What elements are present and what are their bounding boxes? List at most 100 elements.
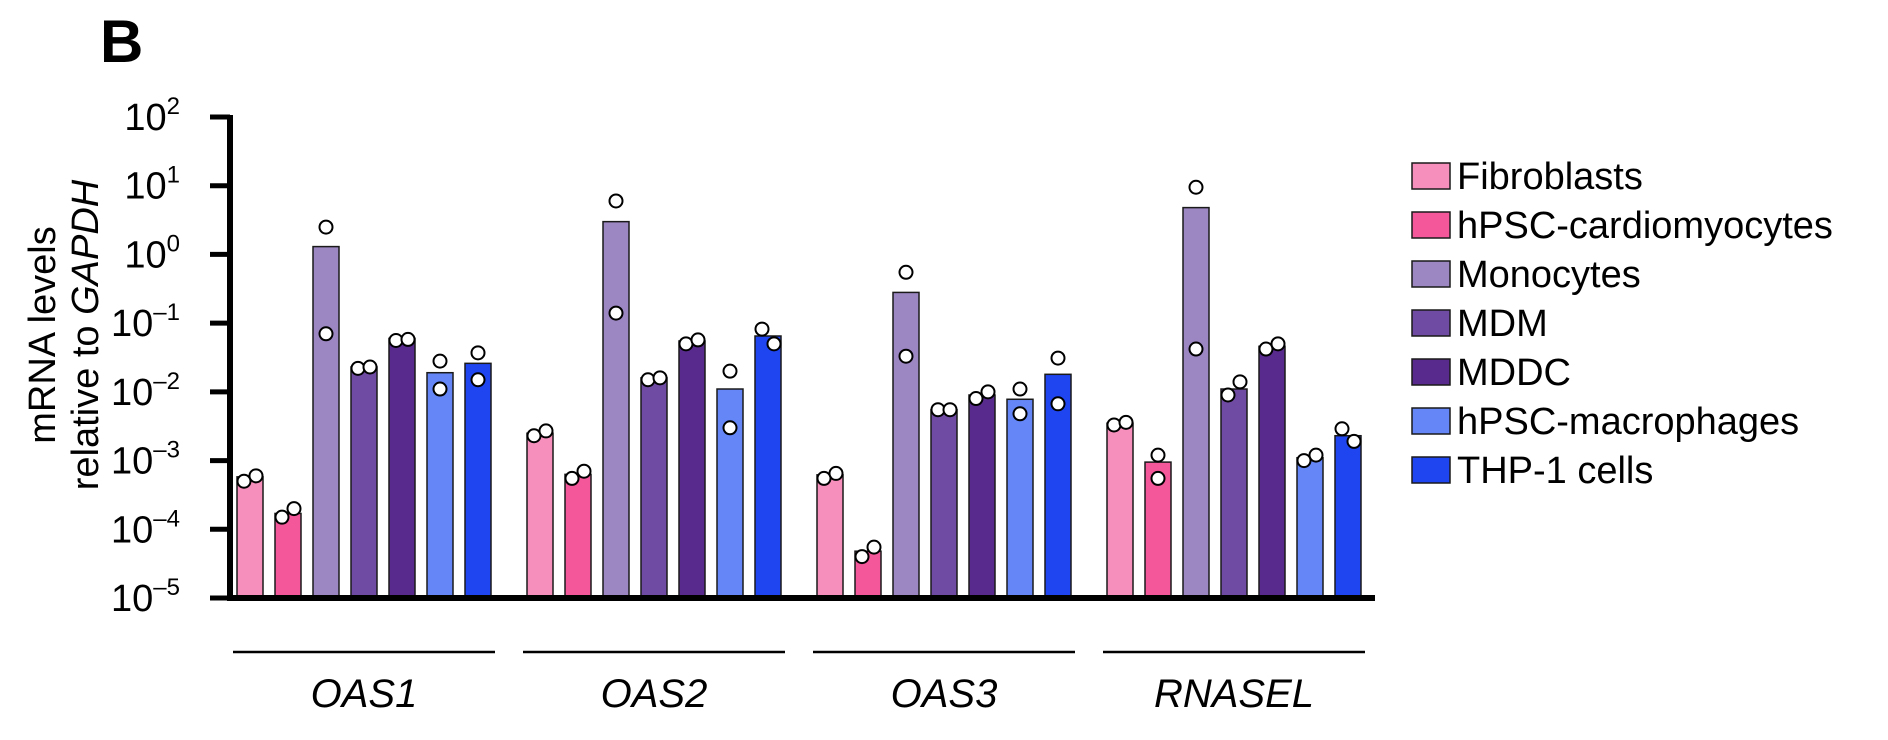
data-point	[652, 370, 668, 386]
y-tick-exponent: –1	[153, 299, 180, 326]
bar-OAS3-MDM	[930, 408, 958, 599]
data-point	[766, 336, 782, 352]
bar-OAS1-Fibroblasts	[236, 476, 264, 599]
data-point	[1220, 387, 1236, 403]
axes	[227, 115, 1375, 601]
gene-label-OAS2: OAS2	[601, 672, 708, 716]
data-point	[538, 423, 554, 439]
y-tick-label: 10–1	[111, 299, 180, 345]
bar-OAS2-MDM	[640, 377, 668, 599]
tick-marks	[210, 114, 230, 601]
legend-swatch	[1411, 456, 1451, 484]
legend-label: MDM	[1457, 303, 1548, 345]
bar-OAS3-Monocytes	[892, 291, 920, 599]
bar-OAS2-THP-1 cells	[754, 335, 782, 599]
y-tick-base: 10	[111, 303, 153, 345]
bar-OAS1-MDM	[350, 366, 378, 599]
legend-label: hPSC-macrophages	[1457, 401, 1799, 443]
gene-label-OAS1: OAS1	[311, 672, 418, 716]
data-point	[898, 264, 914, 280]
data-point	[470, 372, 486, 388]
bar-OAS3-THP-1 cells	[1044, 373, 1072, 599]
y-tick-label: 10–3	[111, 437, 180, 483]
legend-swatch	[1411, 309, 1451, 337]
data-point	[980, 384, 996, 400]
data-point	[432, 381, 448, 397]
bar-OAS3-Fibroblasts	[816, 474, 844, 599]
data-point	[1232, 374, 1248, 390]
data-point	[274, 509, 290, 525]
data-point	[248, 468, 264, 484]
y-tick-label: 10–4	[111, 505, 180, 551]
data-point	[1150, 447, 1166, 463]
y-tick-exponent: 1	[167, 162, 180, 189]
y-tick-label: 101	[124, 162, 180, 208]
data-point	[1188, 341, 1204, 357]
bar-OAS3-MDDC	[968, 394, 996, 599]
data-point	[754, 321, 770, 337]
data-point	[1012, 381, 1028, 397]
data-point	[1188, 179, 1204, 195]
data-point	[1050, 396, 1066, 412]
bar-OAS1-Monocytes	[312, 245, 340, 599]
y-tick-exponent: –2	[153, 368, 180, 395]
y-tick-label: 10–2	[111, 368, 180, 414]
y-tick-exponent: –5	[153, 574, 180, 601]
y-tick-base: 10	[124, 97, 166, 139]
data-point	[1258, 341, 1274, 357]
y-tick-exponent: –4	[153, 505, 180, 532]
bar-OAS1-hPSC-macrophages	[426, 371, 454, 599]
data-point	[1296, 453, 1312, 469]
bars	[236, 206, 1362, 599]
data-point	[400, 331, 416, 347]
data-point	[608, 305, 624, 321]
data-point	[866, 539, 882, 555]
legend-swatch	[1411, 358, 1451, 386]
data-point	[854, 549, 870, 565]
data-point	[968, 391, 984, 407]
bar-RNASEL-Monocytes	[1182, 206, 1210, 599]
bar-OAS2-hPSC-cardiomyocytes	[564, 473, 592, 599]
y-tick-exponent: 0	[167, 230, 180, 257]
bar-OAS1-THP-1 cells	[464, 362, 492, 599]
data-points	[236, 179, 1362, 565]
data-point	[1308, 447, 1324, 463]
panel-label: B	[100, 8, 143, 75]
data-point	[236, 473, 252, 489]
data-point	[362, 359, 378, 375]
gene-label-RNASEL: RNASEL	[1154, 672, 1314, 716]
legend-label: Fibroblasts	[1457, 156, 1643, 198]
bar-OAS2-Fibroblasts	[526, 432, 554, 599]
legend-label: THP-1 cells	[1457, 450, 1653, 492]
bar-RNASEL-Fibroblasts	[1106, 422, 1134, 599]
data-point	[1012, 406, 1028, 422]
y-tick-base: 10	[111, 441, 153, 483]
data-point	[1050, 350, 1066, 366]
y-tick-label: 10–5	[111, 574, 180, 620]
bar-OAS1-hPSC-cardiomyocytes	[274, 512, 302, 599]
data-point	[942, 402, 958, 418]
legend: Fibroblasts hPSC-cardiomyocytes Monocytes M…	[1411, 156, 1833, 492]
legend-swatch	[1411, 162, 1451, 190]
y-tick-base: 10	[124, 166, 166, 208]
y-tick-base: 10	[111, 509, 153, 551]
data-point	[350, 360, 366, 376]
y-tick-base: 10	[111, 372, 153, 414]
data-point	[1346, 433, 1362, 449]
y-tick-base: 10	[124, 234, 166, 276]
data-point	[470, 345, 486, 361]
data-point	[722, 420, 738, 436]
legend-label: MDDC	[1457, 352, 1571, 394]
bar-RNASEL-MDM	[1220, 388, 1248, 599]
y-tick-label: 100	[124, 230, 180, 276]
data-point	[432, 353, 448, 369]
y-axis-label-line1: mRNA levels	[22, 226, 64, 444]
bar-RNASEL-MDDC	[1258, 345, 1286, 599]
y-axis-label-prefix: relative to	[65, 315, 107, 490]
data-point	[1270, 336, 1286, 352]
legend-swatch	[1411, 407, 1451, 435]
data-point	[286, 501, 302, 517]
legend-swatch	[1411, 211, 1451, 239]
